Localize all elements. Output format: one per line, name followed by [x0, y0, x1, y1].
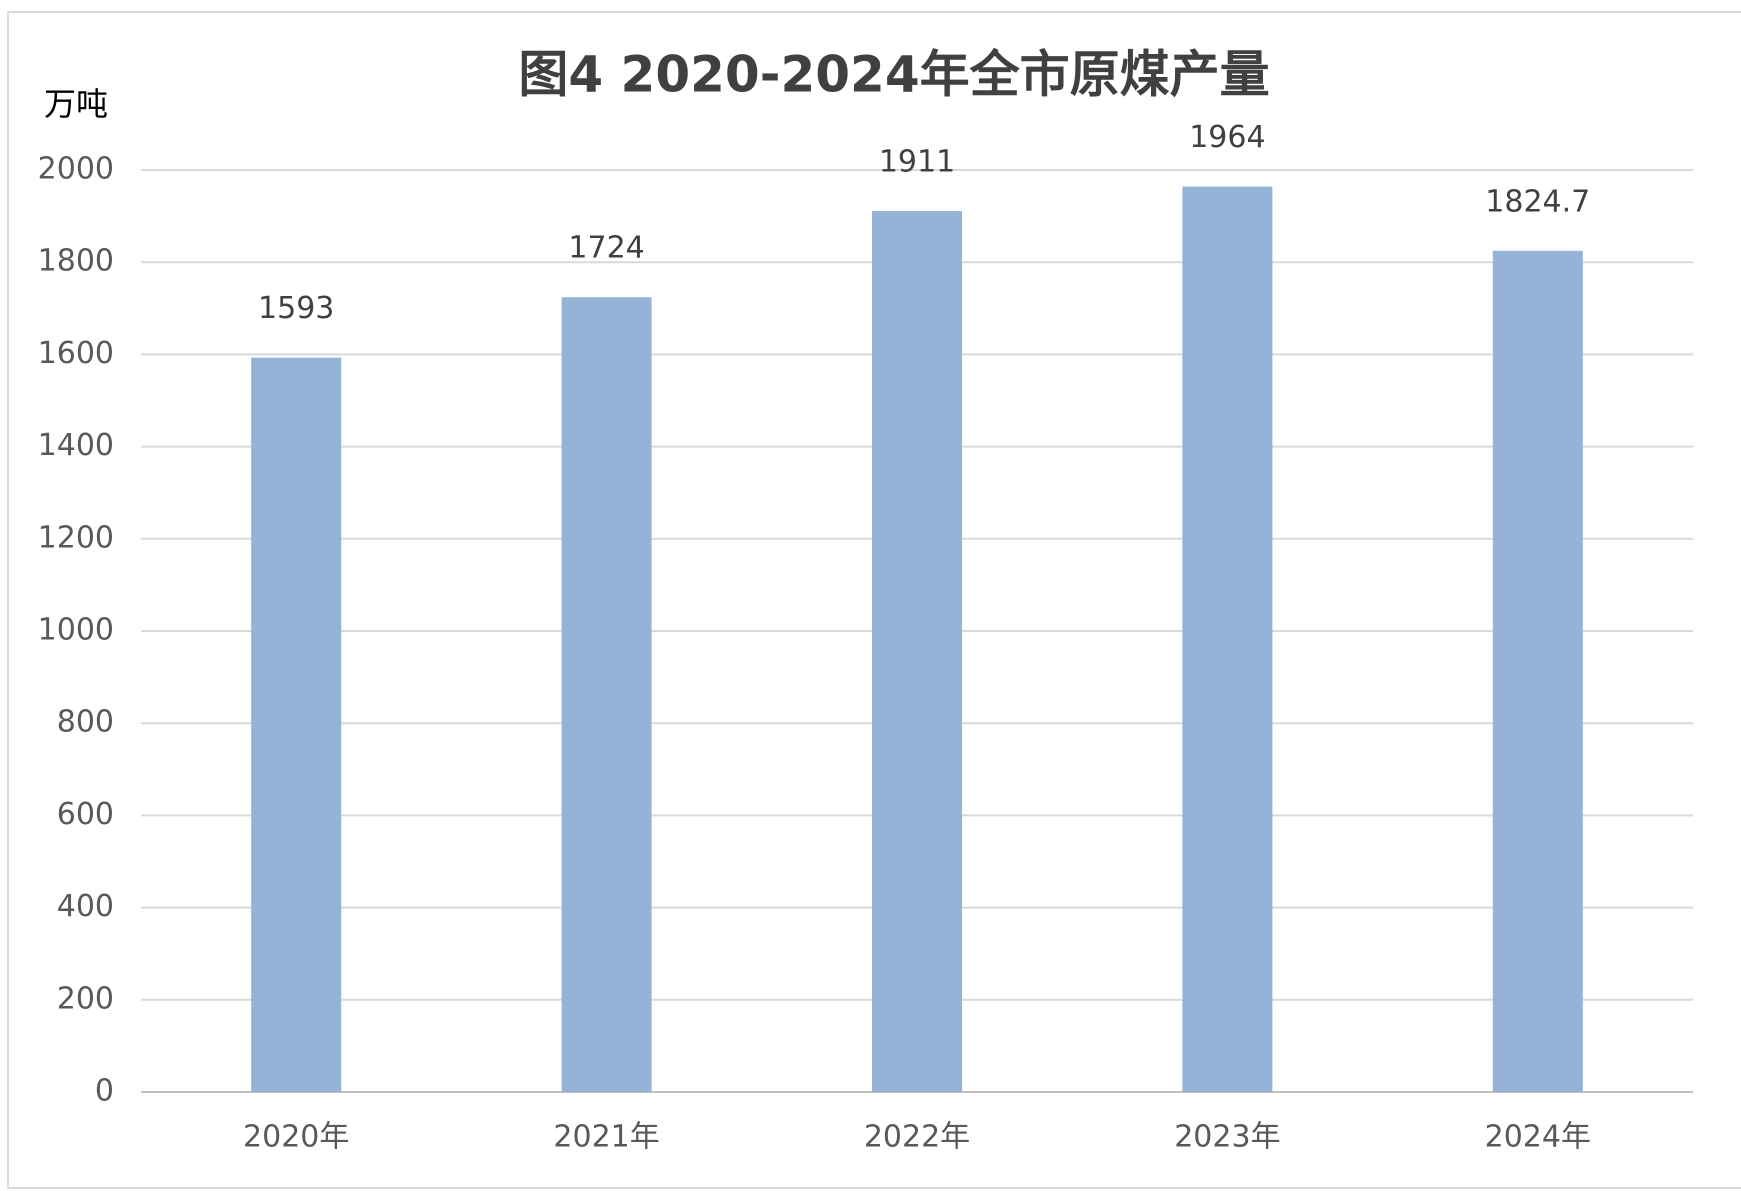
value-label: 1911: [879, 145, 955, 180]
y-tick-label: 2000: [38, 152, 114, 187]
y-tick-label: 0: [95, 1074, 114, 1109]
bar: [1182, 186, 1273, 1092]
y-axis-unit: 万吨: [44, 85, 108, 123]
x-tick-label: 2021年: [553, 1120, 659, 1155]
value-label: 1724: [568, 231, 644, 266]
y-tick-label: 1800: [38, 244, 114, 279]
value-label: 1824.7: [1485, 184, 1590, 219]
y-tick-label: 1000: [38, 613, 114, 648]
y-tick-label: 1400: [38, 428, 114, 463]
y-tick-label: 400: [57, 889, 114, 924]
x-tick-label: 2023年: [1174, 1120, 1280, 1155]
chart-title: 图4 2020-2024年全市原煤产量: [518, 46, 1269, 104]
y-tick-label: 600: [57, 797, 114, 832]
y-tick-label: 1200: [38, 520, 114, 555]
bar: [561, 297, 652, 1093]
y-tick-label: 800: [57, 705, 114, 740]
x-tick-label: 2020年: [243, 1120, 349, 1155]
bar: [251, 357, 342, 1092]
bar: [872, 211, 962, 1093]
y-tick-label: 200: [57, 981, 114, 1016]
value-label: 1593: [258, 291, 334, 326]
x-tick-label: 2022年: [864, 1120, 970, 1155]
value-label: 1964: [1189, 120, 1265, 155]
x-tick-label: 2024年: [1485, 1120, 1591, 1155]
bar: [1492, 250, 1583, 1092]
y-tick-label: 1600: [38, 336, 114, 371]
